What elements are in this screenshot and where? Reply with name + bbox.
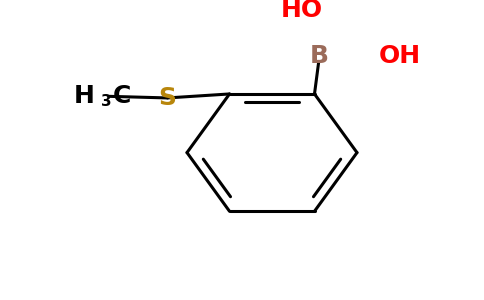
Text: 3: 3 [101, 94, 111, 109]
Text: H: H [74, 84, 94, 108]
Text: S: S [158, 86, 177, 110]
Text: OH: OH [378, 44, 421, 68]
Text: HO: HO [280, 0, 322, 22]
Text: B: B [310, 44, 329, 68]
Text: C: C [112, 84, 131, 108]
